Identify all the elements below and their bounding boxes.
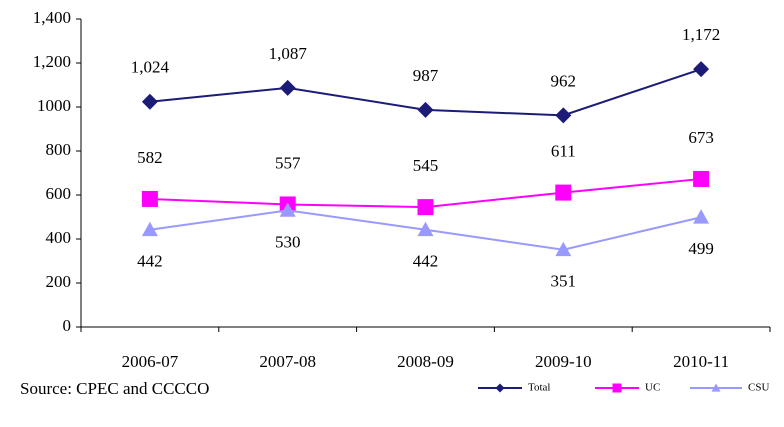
legend-marker — [495, 383, 505, 393]
data-label: 545 — [413, 156, 439, 175]
point — [555, 184, 572, 201]
data-label: 351 — [551, 272, 577, 291]
legend-marker — [612, 383, 622, 393]
point — [555, 107, 572, 124]
data-label: 582 — [137, 148, 163, 167]
data-label: 499 — [688, 239, 714, 258]
point — [417, 221, 434, 237]
point — [279, 202, 296, 217]
data-label: 1,172 — [682, 25, 720, 44]
y-tick-label: 200 — [46, 272, 72, 291]
point — [693, 61, 710, 78]
point — [141, 93, 158, 110]
data-label: 987 — [413, 66, 439, 85]
data-label: 442 — [137, 252, 163, 271]
x-tick-label: 2007-08 — [259, 352, 316, 371]
data-label: 442 — [413, 252, 439, 271]
x-tick-label: 2008-09 — [397, 352, 454, 371]
point — [417, 199, 434, 216]
y-tick-label: 1,200 — [33, 52, 71, 71]
legend-label: UC — [645, 382, 660, 394]
point — [555, 241, 572, 257]
point — [141, 221, 158, 237]
point — [279, 79, 296, 96]
point — [141, 190, 158, 207]
data-label: 1,024 — [131, 58, 170, 77]
y-tick-label: 600 — [46, 184, 72, 203]
data-label: 611 — [551, 141, 576, 160]
y-tick-label: 1000 — [37, 96, 71, 115]
legend-label: Total — [528, 382, 550, 394]
x-tick-label: 2006-07 — [122, 352, 179, 371]
data-label: 673 — [688, 128, 714, 147]
y-tick-label: 400 — [46, 228, 72, 247]
point — [417, 101, 434, 118]
data-label: 962 — [551, 71, 577, 90]
data-label: 1,087 — [269, 44, 308, 63]
x-tick-label: 2009-10 — [535, 352, 592, 371]
y-tick-label: 1,400 — [33, 8, 71, 27]
y-tick-label: 0 — [63, 316, 72, 335]
legend-label: CSU — [748, 382, 769, 394]
legend-marker — [711, 383, 721, 392]
data-label: 557 — [275, 153, 301, 172]
source-note: Source: CPEC and CCCCO — [20, 379, 209, 398]
x-tick-label: 2010-11 — [673, 352, 729, 371]
data-label: 530 — [275, 232, 301, 251]
point — [693, 209, 710, 224]
point — [693, 170, 710, 187]
y-tick-label: 800 — [46, 140, 72, 159]
